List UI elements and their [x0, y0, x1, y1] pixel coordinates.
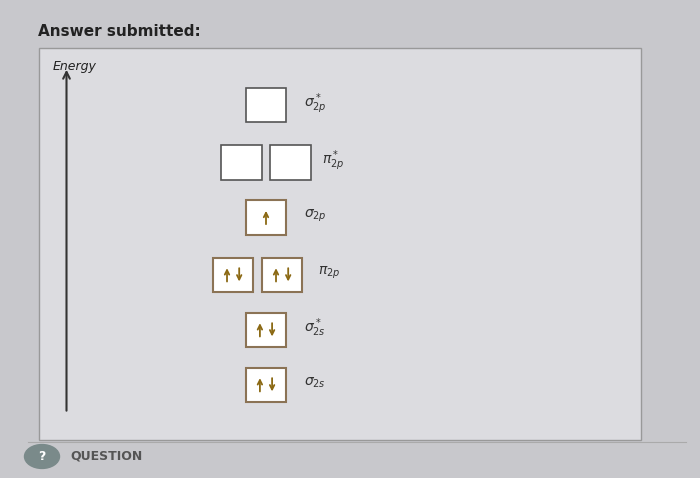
Bar — [213, 258, 253, 292]
Bar — [246, 368, 286, 402]
Bar — [221, 145, 262, 180]
Bar — [246, 313, 286, 347]
Text: $\pi_{2p}$: $\pi_{2p}$ — [318, 265, 341, 281]
Circle shape — [25, 445, 60, 468]
Bar — [262, 258, 302, 292]
Text: Energy: Energy — [52, 60, 97, 73]
Text: $\sigma_{2p}$: $\sigma_{2p}$ — [304, 207, 327, 224]
Text: $\sigma^*_{2p}$: $\sigma^*_{2p}$ — [304, 91, 327, 116]
Text: Answer submitted:: Answer submitted: — [38, 23, 202, 39]
Text: QUESTION: QUESTION — [70, 450, 142, 463]
Text: $\sigma_{2s}$: $\sigma_{2s}$ — [304, 376, 326, 390]
Bar — [270, 145, 311, 180]
Text: $\sigma^*_{2s}$: $\sigma^*_{2s}$ — [304, 317, 326, 339]
Bar — [246, 88, 286, 122]
Text: $\pi^*_{2p}$: $\pi^*_{2p}$ — [322, 149, 344, 173]
Bar — [38, 48, 640, 440]
Bar — [246, 200, 286, 235]
Text: ?: ? — [38, 450, 46, 463]
